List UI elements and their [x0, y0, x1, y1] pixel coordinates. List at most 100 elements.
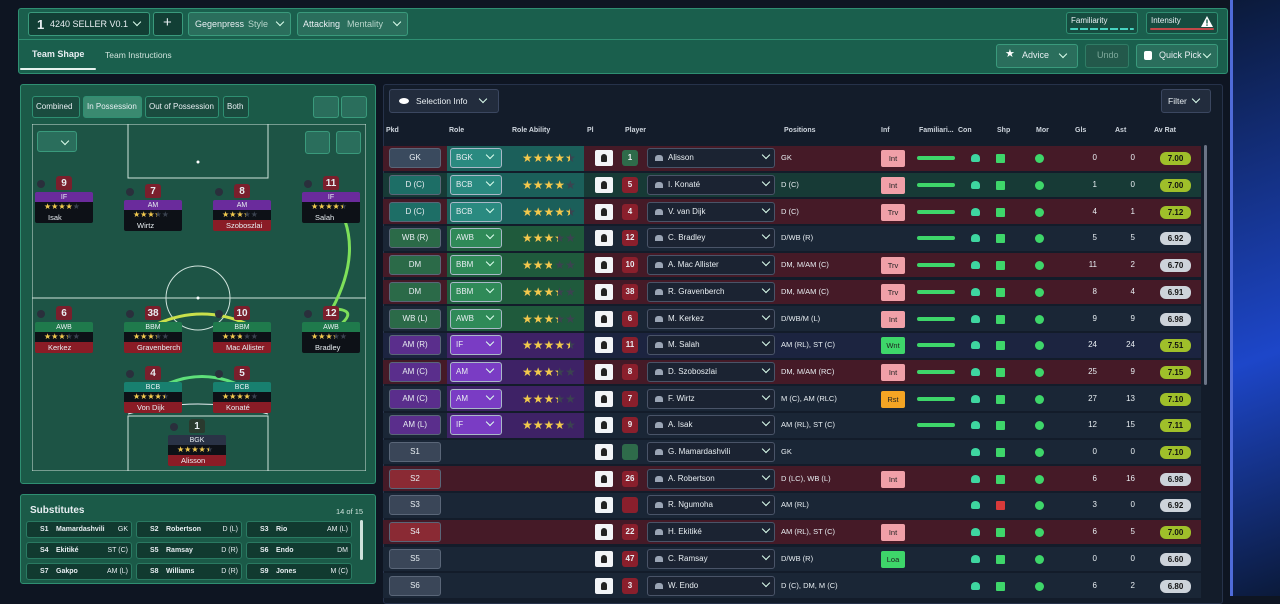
pkd-button[interactable]	[389, 255, 441, 276]
player-select[interactable]	[647, 548, 775, 569]
view-button[interactable]	[145, 96, 219, 118]
player-select[interactable]	[647, 308, 775, 329]
eye-select[interactable]	[37, 131, 77, 152]
player-select[interactable]	[647, 522, 775, 543]
player-select[interactable]	[647, 361, 775, 382]
pkd-button[interactable]	[389, 175, 441, 196]
player-select[interactable]	[647, 175, 775, 196]
icon-button[interactable]	[341, 96, 367, 118]
pkd-button[interactable]	[389, 442, 441, 463]
view-button[interactable]	[223, 96, 249, 118]
familiarity-bar	[917, 396, 955, 401]
mentality-select[interactable]	[297, 12, 408, 36]
player-select[interactable]	[647, 388, 775, 409]
role-bar	[35, 192, 93, 202]
goals: 6	[1092, 527, 1097, 537]
role-select[interactable]	[450, 388, 502, 409]
pkd-button[interactable]	[389, 522, 441, 543]
stars	[222, 393, 262, 401]
sub-cell[interactable]	[136, 521, 242, 538]
stars	[522, 366, 582, 378]
av-rating: 7.00	[1167, 154, 1184, 164]
pkd-button[interactable]	[389, 495, 441, 516]
player-select[interactable]	[647, 575, 775, 596]
player-select[interactable]	[647, 335, 775, 356]
undo-button[interactable]	[1085, 44, 1129, 68]
role-select[interactable]	[450, 228, 502, 249]
sub-cell[interactable]	[246, 521, 352, 538]
table-row[interactable]	[383, 439, 1201, 465]
sub-cell[interactable]	[246, 542, 352, 559]
kit	[622, 177, 638, 194]
stars	[522, 232, 582, 244]
add-button[interactable]	[153, 12, 183, 36]
style-select[interactable]	[188, 12, 291, 36]
sub-slot: S3	[260, 526, 269, 533]
role-select[interactable]	[450, 415, 502, 436]
player-select[interactable]	[647, 201, 775, 222]
icon-button[interactable]	[313, 96, 339, 118]
table-row[interactable]	[383, 493, 1201, 518]
pkd-button[interactable]	[389, 388, 441, 409]
role-select[interactable]	[450, 175, 502, 196]
player-name: W. Endo	[668, 580, 699, 590]
player-select[interactable]	[647, 255, 775, 276]
pkd-button[interactable]	[389, 575, 441, 596]
pl-figure	[601, 367, 607, 376]
role-select[interactable]	[450, 201, 502, 222]
role-select[interactable]	[450, 308, 502, 329]
pkd-button[interactable]	[389, 335, 441, 356]
intensity-bar	[1150, 28, 1214, 30]
icon-button[interactable]	[305, 131, 330, 154]
sub-name: Endo	[276, 547, 294, 554]
role-select[interactable]	[450, 335, 502, 356]
pkd-button[interactable]	[389, 148, 441, 169]
advice-button[interactable]	[996, 44, 1078, 68]
player-select[interactable]	[647, 468, 775, 489]
tactic-select[interactable]	[28, 12, 150, 36]
filter-button[interactable]	[1161, 89, 1211, 113]
condition-icon	[971, 448, 980, 457]
sub-position: D (L)	[222, 526, 238, 533]
player-select[interactable]	[647, 415, 775, 436]
goals: 0	[1092, 447, 1097, 457]
role-select[interactable]	[450, 255, 502, 276]
sub-cell[interactable]	[26, 542, 132, 559]
table-row[interactable]	[383, 573, 1201, 598]
pkd-button[interactable]	[389, 281, 441, 302]
player-name: C. Ramsay	[668, 553, 708, 563]
table-row[interactable]	[383, 519, 1201, 545]
kit-number: 26	[625, 473, 635, 483]
role-select[interactable]	[450, 281, 502, 302]
pkd-button[interactable]	[389, 468, 441, 489]
player-name: A. Robertson	[668, 473, 715, 483]
pkd-button[interactable]	[389, 548, 441, 569]
table-row[interactable]	[383, 466, 1201, 492]
pkd-button[interactable]	[389, 415, 441, 436]
pkd-button[interactable]	[389, 308, 441, 329]
icon-button[interactable]	[336, 131, 361, 154]
sub-cell[interactable]	[26, 563, 132, 580]
pkd-button[interactable]	[389, 361, 441, 382]
sub-cell[interactable]	[136, 542, 242, 559]
inf-tag	[881, 470, 905, 488]
name-bar	[35, 342, 93, 353]
pkd-label: S5	[410, 553, 420, 563]
player-select[interactable]	[647, 148, 775, 169]
sub-cell[interactable]	[246, 563, 352, 580]
tactic-number: 1	[37, 17, 45, 32]
player-select[interactable]	[647, 442, 775, 463]
player-select[interactable]	[647, 228, 775, 249]
pkd-button[interactable]	[389, 228, 441, 249]
role-select[interactable]	[450, 361, 502, 382]
player-select[interactable]	[647, 281, 775, 302]
player-select[interactable]	[647, 495, 775, 516]
table-row[interactable]	[383, 546, 1201, 572]
view-button[interactable]	[32, 96, 80, 118]
pkd-button[interactable]	[389, 201, 441, 222]
sub-cell[interactable]	[136, 563, 242, 580]
sub-cell[interactable]	[26, 521, 132, 538]
role-select[interactable]	[450, 148, 502, 169]
inf-label: Trv	[887, 261, 899, 271]
view-button[interactable]	[83, 96, 142, 118]
